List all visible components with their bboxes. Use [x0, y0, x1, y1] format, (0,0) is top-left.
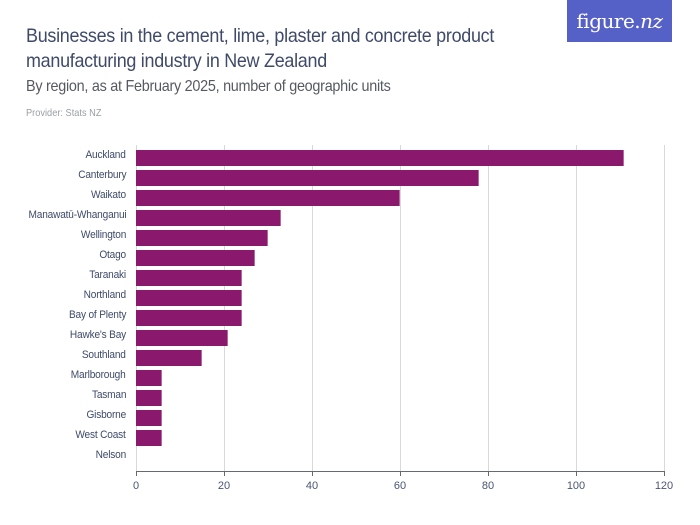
chart-row: Tasman [0, 387, 700, 407]
category-label: Bay of Plenty [68, 309, 126, 321]
category-label: West Coast [75, 429, 126, 441]
gridline [136, 145, 137, 471]
bar[interactable] [136, 350, 202, 366]
bar[interactable] [136, 310, 242, 326]
category-label: Tasman [91, 389, 127, 401]
chart-row: West Coast [0, 427, 700, 447]
bar[interactable] [136, 330, 229, 346]
gridline [400, 145, 401, 471]
category-label: Canterbury [77, 169, 126, 181]
chart-title-line-1: Businesses in the cement, lime, plaster … [26, 25, 495, 47]
x-axis-tick [488, 471, 489, 476]
gridline [664, 145, 665, 471]
category-label: Wellington [80, 229, 126, 241]
x-axis-tick [400, 471, 401, 476]
chart-title-line-2: manufacturing industry in New Zealand [26, 50, 327, 72]
bar[interactable] [136, 430, 163, 446]
chart-row: Wellington [0, 227, 700, 247]
chart-row: Bay of Plenty [0, 307, 700, 327]
gridline [488, 145, 489, 471]
category-label: Gisborne [86, 409, 126, 421]
category-label: Hawke's Bay [69, 329, 126, 341]
bar[interactable] [136, 170, 480, 186]
logo-text-nz: nz [640, 9, 663, 33]
provider-credit: Provider: Stats NZ [26, 107, 102, 119]
x-axis-tick [136, 471, 137, 476]
chart-row: Northland [0, 287, 700, 307]
bar[interactable] [136, 150, 625, 166]
chart-subtitle: By region, as at February 2025, number o… [26, 78, 391, 95]
x-axis-tick [664, 471, 665, 476]
bar[interactable] [136, 370, 163, 386]
bar[interactable] [136, 390, 163, 406]
x-axis-tick-label: 40 [305, 480, 319, 492]
gridline [312, 145, 313, 471]
figure-nz-logo[interactable]: figure. nz [567, 0, 672, 42]
chart-row: Gisborne [0, 407, 700, 427]
chart-row: Waikato [0, 187, 700, 207]
category-label: Otago [99, 249, 126, 261]
category-label: Northland [83, 289, 126, 301]
chart-row: Hawke's Bay [0, 327, 700, 347]
chart-row: Marlborough [0, 367, 700, 387]
x-axis-tick-label: 80 [481, 480, 495, 492]
chart-title: Businesses in the cement, lime, plaster … [26, 24, 504, 74]
x-axis-tick-label: 120 [654, 480, 674, 492]
x-axis-line [136, 471, 665, 472]
x-axis-tick-label: 20 [217, 480, 231, 492]
x-axis-tick-label: 0 [132, 480, 140, 492]
gridline [576, 145, 577, 471]
category-label: Waikato [91, 189, 126, 201]
chart-row: Nelson [0, 447, 700, 467]
chart-row: Taranaki [0, 267, 700, 287]
bar[interactable] [136, 270, 242, 286]
bar[interactable] [136, 210, 282, 226]
category-label: Auckland [85, 149, 126, 161]
x-axis-tick [312, 471, 313, 476]
x-axis-tick-label: 100 [566, 480, 586, 492]
category-label: Southland [82, 349, 126, 361]
category-label: Taranaki [89, 269, 126, 281]
chart-row: Southland [0, 347, 700, 367]
chart-row: Manawatū-Whanganui [0, 207, 700, 227]
bar[interactable] [136, 290, 242, 306]
logo-text-main: figure. [576, 9, 641, 33]
bar[interactable] [136, 190, 400, 206]
x-axis-tick-label: 60 [393, 480, 407, 492]
gridline [224, 145, 225, 471]
category-label: Nelson [95, 449, 127, 461]
category-label: Manawatū-Whanganui [28, 209, 126, 221]
category-label: Marlborough [71, 369, 126, 381]
x-axis-tick [224, 471, 225, 476]
bar[interactable] [136, 250, 255, 266]
chart-row: Otago [0, 247, 700, 267]
chart-row: Canterbury [0, 167, 700, 187]
x-axis-tick [576, 471, 577, 476]
chart-row: Auckland [0, 147, 700, 167]
bar[interactable] [136, 230, 268, 246]
bar[interactable] [136, 410, 163, 426]
